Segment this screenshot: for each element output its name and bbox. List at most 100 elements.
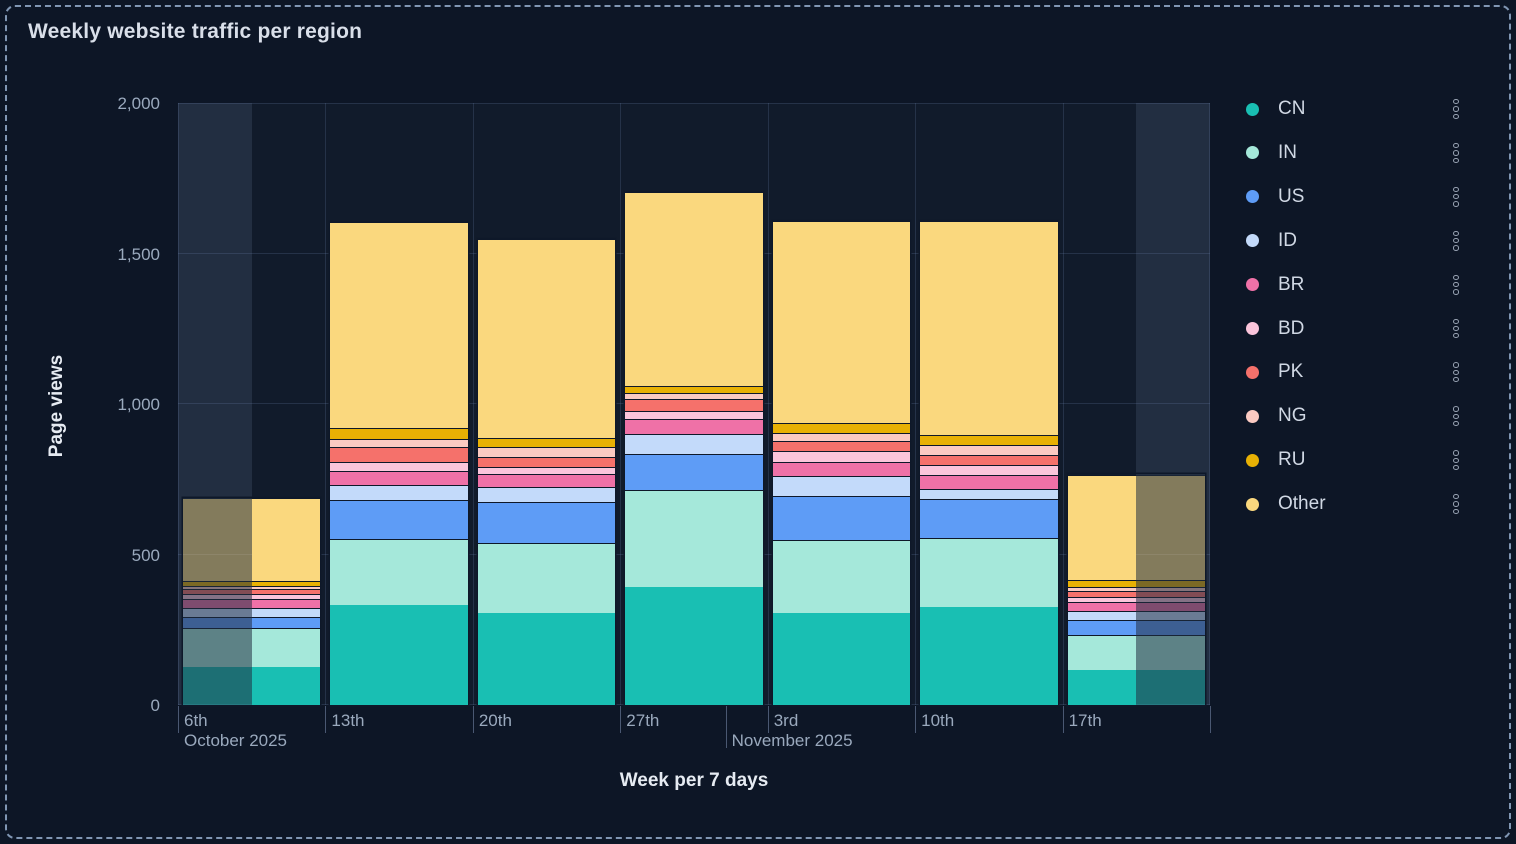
vertical-dots-icon[interactable] bbox=[1450, 361, 1462, 383]
bar-segment-in[interactable] bbox=[920, 538, 1058, 608]
bar-segment-cn[interactable] bbox=[772, 613, 911, 705]
bar-segment-ru[interactable] bbox=[330, 427, 468, 439]
bar-segment-ng[interactable] bbox=[920, 445, 1058, 456]
bar-segment-cn[interactable] bbox=[251, 666, 321, 705]
bar-segment-bd[interactable] bbox=[920, 464, 1058, 475]
bar-segment-bd[interactable] bbox=[625, 410, 763, 420]
bar-segment-br[interactable] bbox=[920, 474, 1058, 490]
bar-segment-id[interactable] bbox=[625, 434, 763, 455]
vertical-dots-icon[interactable] bbox=[1450, 186, 1462, 208]
bar-segment-other[interactable] bbox=[920, 221, 1058, 436]
legend-item-ng[interactable]: NG bbox=[1240, 403, 1490, 429]
bar-segment-pk[interactable] bbox=[251, 589, 321, 594]
bar-segment-id[interactable] bbox=[1136, 611, 1205, 620]
bar-segment-us[interactable] bbox=[1136, 619, 1205, 636]
bar-segment-pk[interactable] bbox=[330, 447, 468, 463]
bar-segment-pk[interactable] bbox=[477, 456, 616, 467]
vertical-dots-icon[interactable] bbox=[1450, 98, 1462, 120]
bar-segment-bd[interactable] bbox=[183, 593, 252, 599]
legend-item-id[interactable]: ID bbox=[1240, 228, 1490, 254]
bar-segment-ru[interactable] bbox=[183, 580, 252, 587]
legend-item-bd[interactable]: BD bbox=[1240, 316, 1490, 342]
bar-segment-ng[interactable] bbox=[1067, 586, 1137, 591]
bar-segment-pk[interactable] bbox=[772, 441, 911, 451]
bar-segment-id[interactable] bbox=[330, 484, 468, 501]
bar-segment-other[interactable] bbox=[625, 191, 763, 387]
legend-item-us[interactable]: US bbox=[1240, 184, 1490, 210]
bar-segment-id[interactable] bbox=[183, 608, 252, 617]
vertical-dots-icon[interactable] bbox=[1450, 318, 1462, 340]
bar-segment-ru[interactable] bbox=[1136, 579, 1205, 587]
bar-segment-ng[interactable] bbox=[1136, 586, 1205, 591]
bar-segment-other[interactable] bbox=[330, 221, 468, 428]
bar-segment-in[interactable] bbox=[1067, 635, 1137, 671]
legend-item-br[interactable]: BR bbox=[1240, 272, 1490, 298]
bar-segment-br[interactable] bbox=[251, 598, 321, 609]
bar-segment-br[interactable] bbox=[625, 419, 763, 435]
bar-segment-id[interactable] bbox=[1067, 611, 1137, 620]
bar-segment-ru[interactable] bbox=[1067, 579, 1137, 587]
bar-segment-us[interactable] bbox=[625, 454, 763, 491]
bar-segment-ru[interactable] bbox=[772, 422, 911, 434]
bar-segment-bd[interactable] bbox=[251, 593, 321, 599]
bar-segment-br[interactable] bbox=[183, 598, 252, 609]
bar-segment-us[interactable] bbox=[772, 496, 911, 541]
bar-segment-ru[interactable] bbox=[251, 580, 321, 587]
bar-segment-other[interactable] bbox=[1136, 474, 1205, 580]
bar-segment-in[interactable] bbox=[330, 539, 468, 606]
legend-item-ru[interactable]: RU bbox=[1240, 447, 1490, 473]
bar-segment-us[interactable] bbox=[330, 500, 468, 540]
bar-segment-ng[interactable] bbox=[625, 392, 763, 400]
bar-segment-ng[interactable] bbox=[772, 433, 911, 442]
bar-segment-other[interactable] bbox=[772, 221, 911, 423]
bar-segment-bd[interactable] bbox=[772, 451, 911, 462]
vertical-dots-icon[interactable] bbox=[1450, 142, 1462, 164]
bar-segment-us[interactable] bbox=[251, 616, 321, 629]
bar-segment-in[interactable] bbox=[625, 490, 763, 587]
bar-segment-in[interactable] bbox=[1136, 635, 1205, 671]
bar-segment-cn[interactable] bbox=[625, 586, 763, 705]
bar-segment-bd[interactable] bbox=[1067, 597, 1137, 602]
bar-segment-ru[interactable] bbox=[920, 435, 1058, 446]
bar-segment-cn[interactable] bbox=[330, 605, 468, 705]
legend-item-other[interactable]: Other bbox=[1240, 491, 1490, 517]
bar-segment-other[interactable] bbox=[183, 497, 252, 581]
legend-item-in[interactable]: IN bbox=[1240, 140, 1490, 166]
bar-segment-ru[interactable] bbox=[625, 386, 763, 393]
bar-segment-cn[interactable] bbox=[477, 613, 616, 705]
bar-segment-ru[interactable] bbox=[477, 438, 616, 447]
bar-segment-ng[interactable] bbox=[330, 438, 468, 448]
bar-segment-cn[interactable] bbox=[1136, 670, 1205, 705]
bar-segment-other[interactable] bbox=[251, 497, 321, 581]
bar-segment-us[interactable] bbox=[183, 616, 252, 629]
bar-segment-pk[interactable] bbox=[920, 455, 1058, 465]
vertical-dots-icon[interactable] bbox=[1450, 493, 1462, 515]
bar-segment-id[interactable] bbox=[920, 489, 1058, 500]
bar-segment-us[interactable] bbox=[1067, 619, 1137, 636]
bar-segment-id[interactable] bbox=[772, 475, 911, 497]
bar-segment-br[interactable] bbox=[772, 461, 911, 476]
bar-segment-in[interactable] bbox=[772, 540, 911, 614]
bar-segment-cn[interactable] bbox=[1067, 670, 1137, 705]
bar-segment-pk[interactable] bbox=[625, 399, 763, 411]
bar-segment-other[interactable] bbox=[1067, 474, 1137, 580]
bar-segment-in[interactable] bbox=[477, 542, 616, 614]
bar-segment-cn[interactable] bbox=[183, 666, 252, 705]
bar-segment-ng[interactable] bbox=[183, 586, 252, 590]
bar-segment-bd[interactable] bbox=[330, 462, 468, 472]
bar-segment-bd[interactable] bbox=[1136, 597, 1205, 602]
vertical-dots-icon[interactable] bbox=[1450, 405, 1462, 427]
bar-segment-br[interactable] bbox=[330, 471, 468, 485]
bar-segment-us[interactable] bbox=[477, 501, 616, 543]
bar-segment-cn[interactable] bbox=[920, 607, 1058, 705]
vertical-dots-icon[interactable] bbox=[1450, 449, 1462, 471]
bar-segment-ng[interactable] bbox=[477, 446, 616, 457]
bar-segment-pk[interactable] bbox=[1136, 590, 1205, 598]
bar-segment-pk[interactable] bbox=[183, 589, 252, 594]
vertical-dots-icon[interactable] bbox=[1450, 274, 1462, 296]
bar-segment-id[interactable] bbox=[477, 486, 616, 502]
bar-segment-bd[interactable] bbox=[477, 466, 616, 475]
bar-segment-br[interactable] bbox=[1067, 601, 1137, 612]
legend-item-pk[interactable]: PK bbox=[1240, 359, 1490, 385]
bar-segment-us[interactable] bbox=[920, 499, 1058, 539]
